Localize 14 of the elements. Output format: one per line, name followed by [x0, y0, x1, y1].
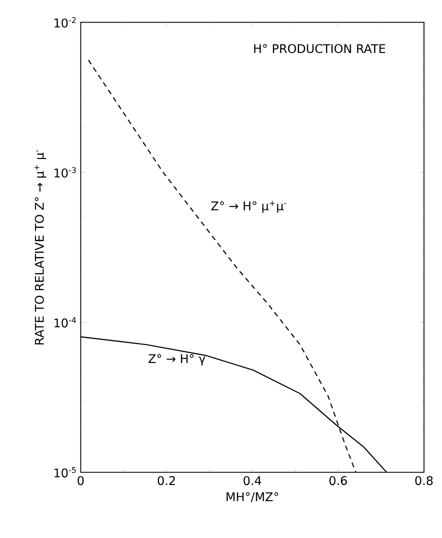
x-tick-label: 0.4 — [244, 476, 262, 486]
y-tick-label: 10$^{-3}$ — [54, 167, 76, 178]
series-label: Z° → H° γ — [148, 354, 206, 366]
x-tick-label: 0.2 — [158, 476, 175, 486]
x-tick-label: 0.8 — [415, 476, 433, 486]
y-tick-label: 10$^{-5}$ — [54, 467, 76, 478]
y-axis-title: RATE TO RELATIVE TO Z° → μ$^{+}$ μ$^{-}$ — [34, 150, 46, 344]
series-label: Z° → H° μ$^{+}$μ$^{-}$ — [211, 200, 286, 213]
x-tick-label: 0.6 — [329, 476, 347, 486]
x-tick-label: 0 — [78, 476, 84, 486]
y-tick-label: 10$^{-2}$ — [54, 17, 76, 28]
text: H° PRODUCTION RATE — [254, 44, 386, 54]
x-axis-title: MH°/MZ° — [226, 492, 278, 502]
y-tick-label: 10$^{-4}$ — [54, 317, 76, 328]
